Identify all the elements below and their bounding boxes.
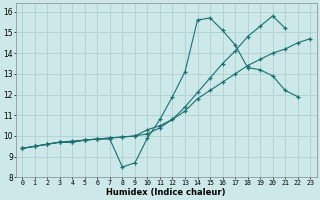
X-axis label: Humidex (Indice chaleur): Humidex (Indice chaleur) xyxy=(107,188,226,197)
